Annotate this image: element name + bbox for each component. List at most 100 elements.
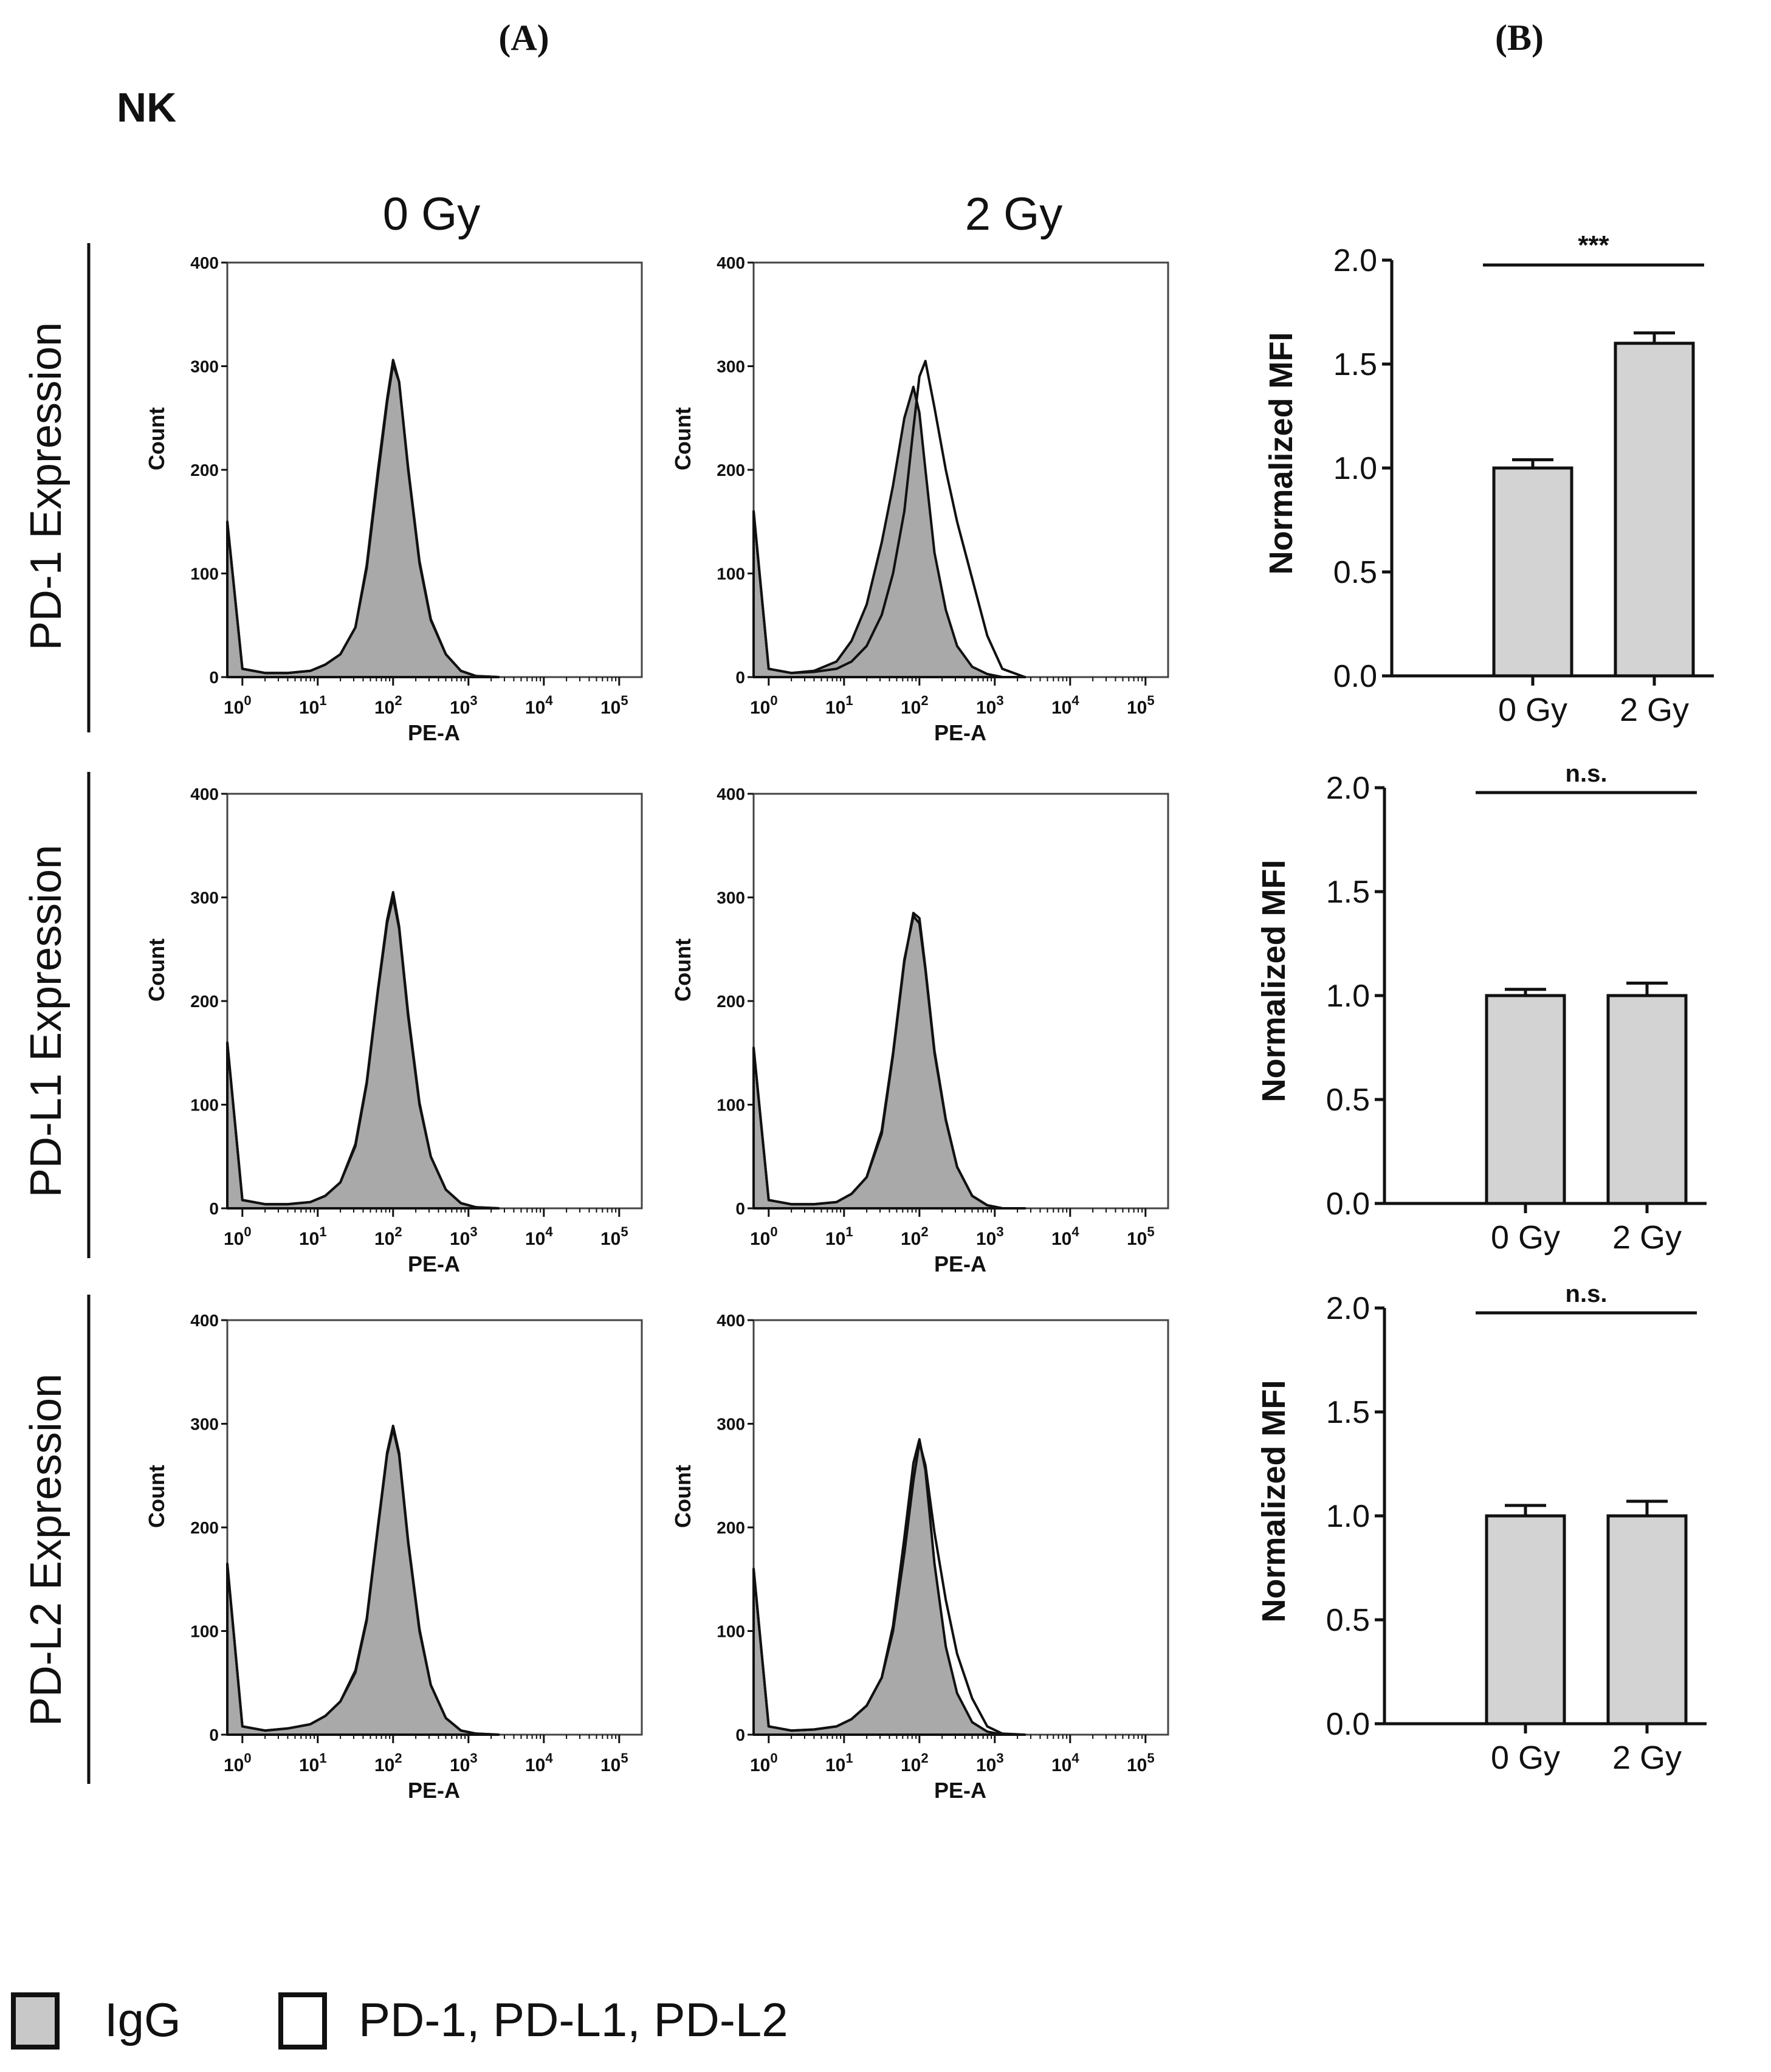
histogram-frame bbox=[226, 793, 643, 1210]
x-tick-label: 2 Gy bbox=[1620, 692, 1689, 728]
x-tick-label: 101 bbox=[299, 1750, 327, 1775]
y-axis-label: Normalized MFI bbox=[1263, 332, 1299, 574]
y-axis-label: Count bbox=[144, 938, 169, 1002]
y-tick-label: 2.0 bbox=[1326, 771, 1370, 806]
x-tick-label: 102 bbox=[374, 693, 402, 718]
x-tick-label: 104 bbox=[1051, 1224, 1079, 1249]
y-tick-label: 0 bbox=[209, 1199, 219, 1218]
x-tick-label: 100 bbox=[750, 1750, 778, 1775]
x-axis-label: PE-A bbox=[934, 1778, 986, 1803]
x-tick-label: 104 bbox=[525, 1224, 553, 1249]
x-tick-label: 0 Gy bbox=[1498, 692, 1567, 728]
histogram-panels: 0 100 200 300 400 Count 100 101 102 103 104 105 PE-A… bbox=[144, 253, 1169, 1803]
x-tick-label: 105 bbox=[600, 693, 628, 718]
histogram-frame bbox=[226, 1319, 643, 1736]
x-axis-label: PE-A bbox=[934, 720, 986, 745]
igg-histogram-area bbox=[752, 1438, 1026, 1736]
row-label: PD-L2 Expression bbox=[22, 1374, 70, 1726]
target-histogram-line bbox=[752, 360, 1026, 678]
x-tick-label: 103 bbox=[450, 1750, 478, 1775]
x-axis-label: PE-A bbox=[934, 1251, 986, 1276]
y-tick-label: 0.0 bbox=[1326, 1186, 1370, 1222]
legend: IgG PD-1, PD-L1, PD-L2 bbox=[11, 1992, 788, 2050]
x-tick-label: 104 bbox=[1051, 1750, 1079, 1775]
x-tick-label: 103 bbox=[976, 1750, 1004, 1775]
y-tick-label: 200 bbox=[717, 1518, 745, 1537]
bar-chart-panels: 0.0 0.5 1.0 1.5 2.0 Normalized MFI 0 Gy 2 Gy ***… bbox=[1256, 230, 1714, 1776]
target-histogram-line bbox=[226, 1424, 499, 1736]
x-tick-label: 102 bbox=[374, 1224, 402, 1249]
target-histogram-line bbox=[752, 1441, 1025, 1736]
bar bbox=[1614, 342, 1695, 678]
row-label: PD-L1 Expression bbox=[22, 845, 70, 1197]
y-tick-label: 0 bbox=[209, 1726, 219, 1744]
x-tick-label: 101 bbox=[825, 693, 853, 718]
target-histogram-line bbox=[752, 912, 1025, 1210]
y-tick-label: 200 bbox=[190, 1518, 219, 1537]
bar bbox=[1606, 994, 1688, 1205]
x-tick-label: 102 bbox=[901, 693, 929, 718]
y-tick-label: 0 bbox=[209, 668, 219, 687]
y-tick-label: 400 bbox=[717, 785, 745, 804]
x-axis-label: PE-A bbox=[408, 720, 460, 745]
x-tick-label: 2 Gy bbox=[1612, 1740, 1682, 1776]
y-axis-label: Count bbox=[144, 407, 169, 470]
y-tick-label: 1.0 bbox=[1326, 979, 1370, 1014]
significance-label: n.s. bbox=[1566, 1281, 1608, 1307]
bar-chart-pd-1: 0.0 0.5 1.0 1.5 2.0 Normalized MFI 0 Gy 2 Gy *** bbox=[1263, 230, 1714, 728]
bar bbox=[1492, 466, 1573, 678]
x-tick-label: 101 bbox=[825, 1224, 853, 1249]
y-tick-label: 400 bbox=[717, 1311, 745, 1330]
x-tick-label: 104 bbox=[525, 693, 553, 718]
y-tick-label: 200 bbox=[717, 461, 745, 480]
x-tick-label: 102 bbox=[901, 1750, 929, 1775]
legend-swatch-target bbox=[278, 1992, 327, 2050]
y-tick-label: 100 bbox=[717, 565, 745, 583]
y-axis-label: Count bbox=[670, 1465, 695, 1528]
x-tick-label: 105 bbox=[1127, 693, 1155, 718]
bar-chart-pd-l1: 0.0 0.5 1.0 1.5 2.0 Normalized MFI 0 Gy 2 Gy n.s… bbox=[1256, 760, 1707, 1256]
y-tick-label: 1.5 bbox=[1326, 1395, 1370, 1430]
y-axis-label: Normalized MFI bbox=[1256, 1380, 1292, 1622]
y-tick-label: 0 bbox=[735, 1726, 745, 1744]
igg-histogram-area bbox=[226, 896, 500, 1210]
legend-label-target: PD-1, PD-L1, PD-L2 bbox=[359, 1993, 788, 2046]
target-histogram-line bbox=[226, 891, 499, 1210]
x-tick-label: 100 bbox=[750, 693, 778, 718]
y-axis-label: Count bbox=[670, 938, 695, 1002]
histogram-frame bbox=[752, 1319, 1169, 1736]
y-tick-label: 300 bbox=[190, 1415, 219, 1434]
legend-swatch-igg bbox=[11, 1992, 60, 2050]
row-labels: PD-1 Expression PD-L1 Expression PD-L2 Exp… bbox=[22, 243, 91, 1784]
panel-label-b: (B) bbox=[1495, 18, 1544, 58]
histogram-pd-1-2gy: 0 100 200 300 400 Count 100 101 102 103 104 105 PE-A bbox=[670, 253, 1169, 745]
igg-histogram-area bbox=[226, 1428, 500, 1736]
y-tick-label: 0.5 bbox=[1333, 555, 1377, 590]
x-tick-label: 0 Gy bbox=[1491, 1219, 1560, 1256]
y-tick-label: 100 bbox=[190, 565, 219, 583]
histogram-frame bbox=[752, 261, 1169, 678]
y-tick-label: 400 bbox=[190, 785, 219, 804]
legend-label-igg: IgG bbox=[105, 1993, 181, 2046]
x-tick-label: 100 bbox=[224, 1750, 252, 1775]
x-tick-label: 101 bbox=[299, 693, 327, 718]
column-header-2gy: 2 Gy bbox=[965, 188, 1063, 240]
bar bbox=[1606, 1514, 1688, 1726]
y-axis-label: Count bbox=[670, 407, 695, 470]
y-tick-label: 100 bbox=[190, 1096, 219, 1115]
bar bbox=[1485, 1514, 1566, 1726]
y-tick-label: 2.0 bbox=[1326, 1291, 1370, 1326]
x-tick-label: 105 bbox=[600, 1750, 628, 1775]
histogram-pd-1-0gy: 0 100 200 300 400 Count 100 101 102 103 104 105 PE-A bbox=[144, 253, 643, 745]
y-tick-label: 1.0 bbox=[1333, 451, 1377, 486]
y-tick-label: 300 bbox=[717, 357, 745, 376]
histogram-pd-l1-2gy: 0 100 200 300 400 Count 100 101 102 103 104 105 PE-A bbox=[670, 785, 1169, 1276]
cell-type-label: NK bbox=[117, 84, 176, 131]
panel-label-a: (A) bbox=[498, 18, 549, 58]
y-tick-label: 200 bbox=[717, 992, 745, 1011]
x-tick-label: 103 bbox=[976, 693, 1004, 718]
y-tick-label: 400 bbox=[717, 253, 745, 272]
y-tick-label: 100 bbox=[717, 1622, 745, 1641]
x-tick-label: 0 Gy bbox=[1491, 1740, 1560, 1776]
